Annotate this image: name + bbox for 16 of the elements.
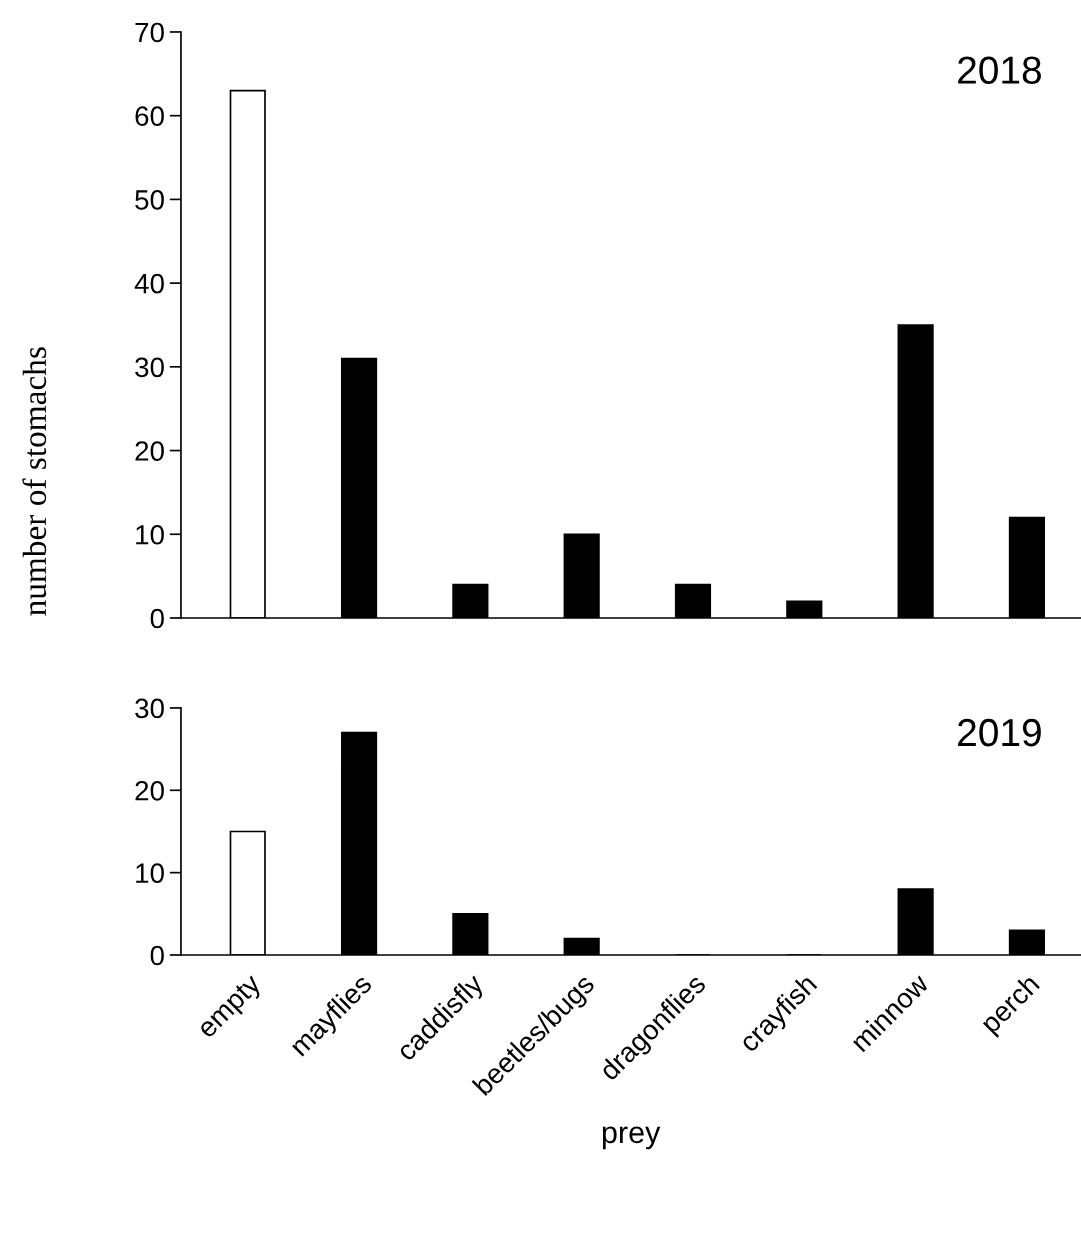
y-tick-label: 30 — [135, 698, 164, 719]
y-tick-label: 0 — [150, 608, 164, 629]
y-tick-label: 50 — [135, 190, 164, 210]
y-axis-title: number of stomachs — [22, 347, 47, 616]
y-tick-label: 30 — [135, 357, 164, 378]
y-tick-label: 10 — [136, 524, 164, 545]
chart-title: 2018 — [958, 56, 1041, 84]
y-tick-label: 20 — [135, 780, 164, 801]
y-tick-label: 0 — [150, 945, 164, 966]
x-axis-title: prey — [602, 1126, 661, 1150]
y-tick-label: 10 — [136, 863, 164, 883]
y-tick-label: 60 — [135, 106, 164, 127]
y-tick-label: 40 — [134, 273, 164, 294]
chart-title: 2019 — [958, 718, 1041, 747]
y-tick-label: 20 — [135, 441, 164, 461]
y-tick-label: 70 — [135, 22, 164, 43]
